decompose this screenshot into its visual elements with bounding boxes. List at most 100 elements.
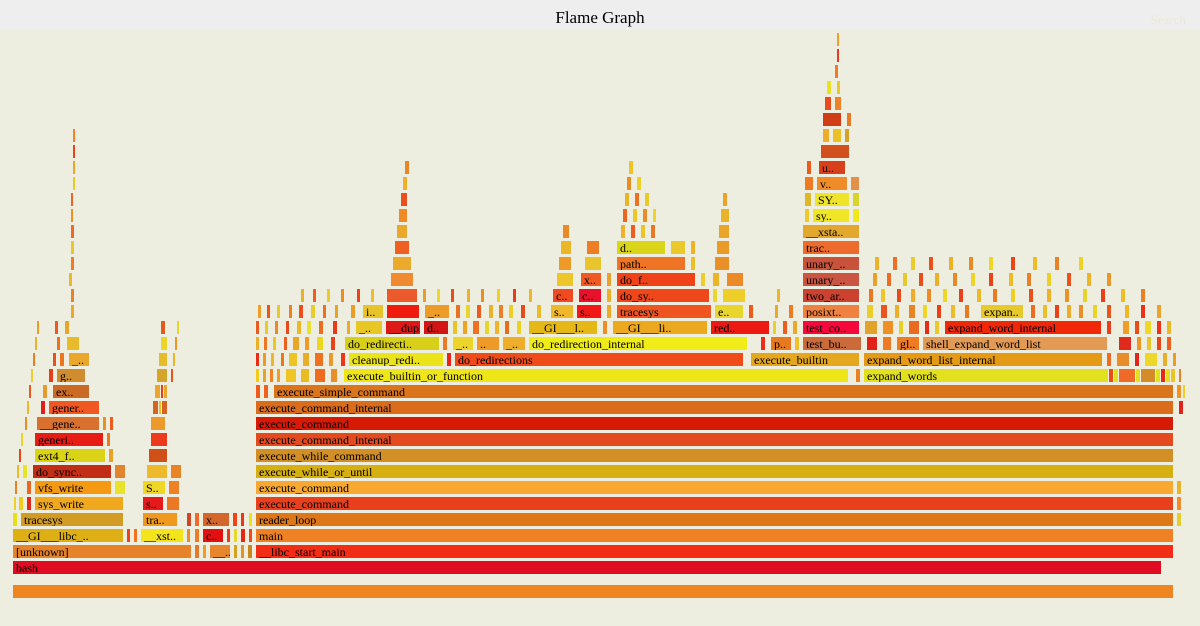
- flame-frame[interactable]: [632, 208, 638, 223]
- flame-frame[interactable]: [1172, 352, 1177, 367]
- flame-frame[interactable]: [114, 480, 126, 495]
- flame-frame[interactable]: [160, 320, 166, 335]
- flame-frame[interactable]: [866, 336, 878, 351]
- flame-frame[interactable]: [872, 272, 878, 287]
- flame-frame[interactable]: [264, 320, 269, 335]
- flame-frame[interactable]: [488, 304, 494, 319]
- flame-frame[interactable]: [712, 272, 720, 287]
- flame-frame[interactable]: [255, 336, 260, 351]
- flame-frame[interactable]: [436, 288, 441, 303]
- flame-frame[interactable]: [776, 288, 781, 303]
- flame-frame[interactable]: [496, 288, 501, 303]
- flame-frame[interactable]: [146, 464, 168, 479]
- flame-frame[interactable]: [1140, 288, 1146, 303]
- flame-frame[interactable]: [626, 176, 632, 191]
- flame-frame[interactable]: [924, 320, 930, 335]
- flame-frame[interactable]: [902, 272, 908, 287]
- flame-frame[interactable]: [1156, 320, 1162, 335]
- flame-frame[interactable]: [72, 160, 76, 175]
- flame-frame[interactable]: [774, 304, 779, 319]
- flame-frame-ext4-f[interactable]: ext4_f..: [34, 448, 106, 463]
- flame-frame[interactable]: [772, 320, 777, 335]
- flame-frame[interactable]: [465, 304, 471, 319]
- flame-frame[interactable]: [240, 544, 245, 559]
- flame-frame[interactable]: [650, 224, 656, 239]
- flame-frame[interactable]: [556, 272, 574, 287]
- flame-frame-gener[interactable]: gener..: [48, 400, 100, 415]
- flame-frame[interactable]: [356, 288, 361, 303]
- flame-frame-[interactable]: __..: [209, 544, 231, 559]
- flame-frame-execute-builtin-or-function[interactable]: execute_builtin_or_function: [343, 368, 849, 383]
- flame-frame[interactable]: [158, 400, 162, 415]
- flame-frame[interactable]: [922, 304, 928, 319]
- flame-frame-x[interactable]: x..: [580, 272, 602, 287]
- flame-frame-bash[interactable]: bash: [12, 560, 1162, 575]
- flame-frame[interactable]: [760, 336, 766, 351]
- flame-frame[interactable]: [586, 240, 600, 255]
- flame-frame[interactable]: [1170, 368, 1176, 383]
- flame-frame[interactable]: [386, 288, 418, 303]
- flame-frame[interactable]: [1028, 288, 1034, 303]
- flame-frame[interactable]: [908, 304, 916, 319]
- flame-frame[interactable]: [18, 496, 24, 511]
- search-button[interactable]: Search: [1150, 12, 1186, 27]
- flame-frame[interactable]: [32, 352, 36, 367]
- flame-frame[interactable]: [832, 128, 842, 143]
- flame-frame[interactable]: [1066, 304, 1072, 319]
- flame-frame-p[interactable]: p..: [770, 336, 792, 351]
- flame-frame[interactable]: [558, 256, 572, 271]
- flame-frame[interactable]: [484, 320, 490, 335]
- flame-frame-generi[interactable]: generi..: [34, 432, 104, 447]
- flame-frame[interactable]: [1010, 256, 1016, 271]
- flame-frame[interactable]: [304, 336, 310, 351]
- flame-frame[interactable]: [834, 64, 839, 79]
- flame-frame[interactable]: [396, 224, 408, 239]
- flame-frame[interactable]: [66, 336, 80, 351]
- flame-frame[interactable]: [804, 192, 812, 207]
- flame-frame[interactable]: [1046, 272, 1052, 287]
- flame-frame[interactable]: [247, 544, 253, 559]
- flame-frame[interactable]: [72, 128, 76, 143]
- flame-frame-libc-start-main[interactable]: __libc_start_main: [255, 544, 1174, 559]
- flame-frame[interactable]: [262, 352, 267, 367]
- flame-frame[interactable]: [836, 32, 840, 47]
- flame-frame[interactable]: [70, 256, 75, 271]
- flame-frame[interactable]: [726, 272, 744, 287]
- flame-frame[interactable]: [280, 352, 285, 367]
- flame-frame-expan[interactable]: expan..: [980, 304, 1024, 319]
- flame-frame[interactable]: [26, 480, 32, 495]
- flame-frame[interactable]: [942, 288, 948, 303]
- flame-frame[interactable]: [42, 384, 48, 399]
- flame-frame[interactable]: [276, 368, 281, 383]
- flame-frame-vfs-write[interactable]: vfs_write: [34, 480, 112, 495]
- flame-frame[interactable]: [20, 432, 24, 447]
- flame-frame[interactable]: [880, 304, 888, 319]
- flame-frame-execute-simple-command[interactable]: execute_simple_command: [273, 384, 1174, 399]
- flame-frame[interactable]: [300, 368, 310, 383]
- flame-frame[interactable]: [918, 272, 924, 287]
- flame-frame[interactable]: [328, 352, 334, 367]
- flame-frame[interactable]: [1166, 320, 1172, 335]
- flame-frame[interactable]: [1156, 304, 1162, 319]
- flame-frame[interactable]: [1182, 384, 1186, 399]
- flame-frame[interactable]: [28, 384, 32, 399]
- flame-frame[interactable]: [634, 192, 640, 207]
- flame-frame[interactable]: [952, 272, 958, 287]
- flame-frame[interactable]: [1176, 512, 1182, 527]
- flame-frame-d[interactable]: d..: [423, 320, 449, 335]
- flame-frame[interactable]: [269, 368, 274, 383]
- flame-frame[interactable]: [834, 96, 842, 111]
- flame-frame[interactable]: [874, 256, 880, 271]
- flame-frame[interactable]: [494, 320, 500, 335]
- flame-frame[interactable]: [402, 176, 408, 191]
- flame-frame[interactable]: [56, 336, 61, 351]
- flame-frame[interactable]: [620, 224, 626, 239]
- flame-frame[interactable]: [836, 80, 841, 95]
- flame-frame-execute-while-command[interactable]: execute_while_command: [255, 448, 1174, 463]
- flame-frame[interactable]: [168, 480, 180, 495]
- flame-frame[interactable]: [1046, 288, 1052, 303]
- flame-frame[interactable]: [748, 304, 754, 319]
- flame-frame[interactable]: [248, 528, 253, 543]
- flame-frame[interactable]: [1118, 368, 1136, 383]
- flame-frame[interactable]: [880, 288, 886, 303]
